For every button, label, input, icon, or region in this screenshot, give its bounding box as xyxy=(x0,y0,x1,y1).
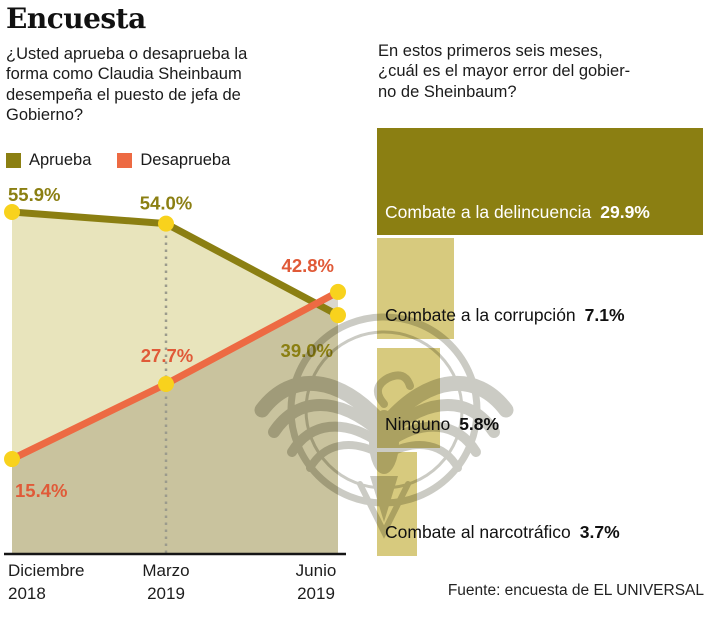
legend-swatch xyxy=(117,153,133,168)
approval-question: ¿Usted aprueba o desaprueba la forma com… xyxy=(6,45,248,125)
bar-value: 3.7% xyxy=(579,522,620,542)
point-value-label: 27.7% xyxy=(141,345,193,366)
legend-swatch xyxy=(6,153,21,168)
desaprueba-area xyxy=(12,291,338,553)
legend-item: Aprueba xyxy=(6,151,91,170)
bar xyxy=(377,128,703,235)
point-value-label: 55.9% xyxy=(8,184,60,205)
approval-line-chart: 55.9% 54.0% 39.0% 15.4% 27.7% 42.8% Diciembre 2… xyxy=(4,184,346,603)
bar-row: Combate al narcotráfico 3.7% xyxy=(377,452,703,556)
data-point-marker xyxy=(330,307,346,324)
x-axis-tick-label: Diciembre xyxy=(8,561,85,580)
bar-category: Combate a la delincuencia xyxy=(385,202,592,222)
point-value-label: 54.0% xyxy=(140,193,192,214)
legend: Aprueba Desaprueba xyxy=(6,151,230,170)
bar-value: 7.1% xyxy=(584,305,625,325)
x-axis-tick-label: 2018 xyxy=(8,584,46,603)
data-point-marker xyxy=(158,376,174,393)
bar-label: Combate al narcotráfico 3.7% xyxy=(385,522,620,543)
bar-row: Combate a la corrupción 7.1% xyxy=(377,238,703,339)
source-note: Fuente: encuesta de EL UNIVERSAL xyxy=(447,582,704,599)
bar-value: 5.8% xyxy=(459,414,500,434)
legend-label: Aprueba xyxy=(29,151,92,169)
bar-category: Combate al narcotráfico xyxy=(385,522,571,542)
biggest-error-question: En estos primeros seis meses, ¿cuál es e… xyxy=(378,42,631,101)
bar-row: Combate a la delincuencia 29.9% xyxy=(377,128,703,235)
data-point-marker xyxy=(330,283,346,300)
bar-label: Combate a la corrupción 7.1% xyxy=(385,305,625,326)
bar-category: Ninguno xyxy=(385,414,451,434)
bar-category: Combate a la corrupción xyxy=(385,305,576,325)
legend-item: Desaprueba xyxy=(117,151,230,170)
data-point-marker xyxy=(158,215,174,232)
bar-label: Ninguno 5.8% xyxy=(385,414,499,435)
x-axis-tick-label: Junio xyxy=(296,561,337,580)
bar-label: Combate a la delincuencia 29.9% xyxy=(385,202,650,223)
bar-value: 29.9% xyxy=(600,202,650,222)
point-value-label: 39.0% xyxy=(281,340,333,361)
data-point-marker xyxy=(4,451,20,468)
data-point-marker xyxy=(4,204,20,221)
page-title: Encuesta xyxy=(6,2,146,35)
bar-row: Ninguno 5.8% xyxy=(377,348,703,448)
point-value-label: 15.4% xyxy=(15,480,67,501)
point-value-label: 42.8% xyxy=(282,255,334,276)
x-axis-tick-label: 2019 xyxy=(147,584,185,603)
x-axis-tick-label: 2019 xyxy=(297,584,335,603)
x-axis-tick-label: Marzo xyxy=(142,561,189,580)
legend-label: Desaprueba xyxy=(140,151,231,169)
biggest-error-bar-chart: Combate a la delincuencia 29.9% Combate a … xyxy=(377,128,703,556)
